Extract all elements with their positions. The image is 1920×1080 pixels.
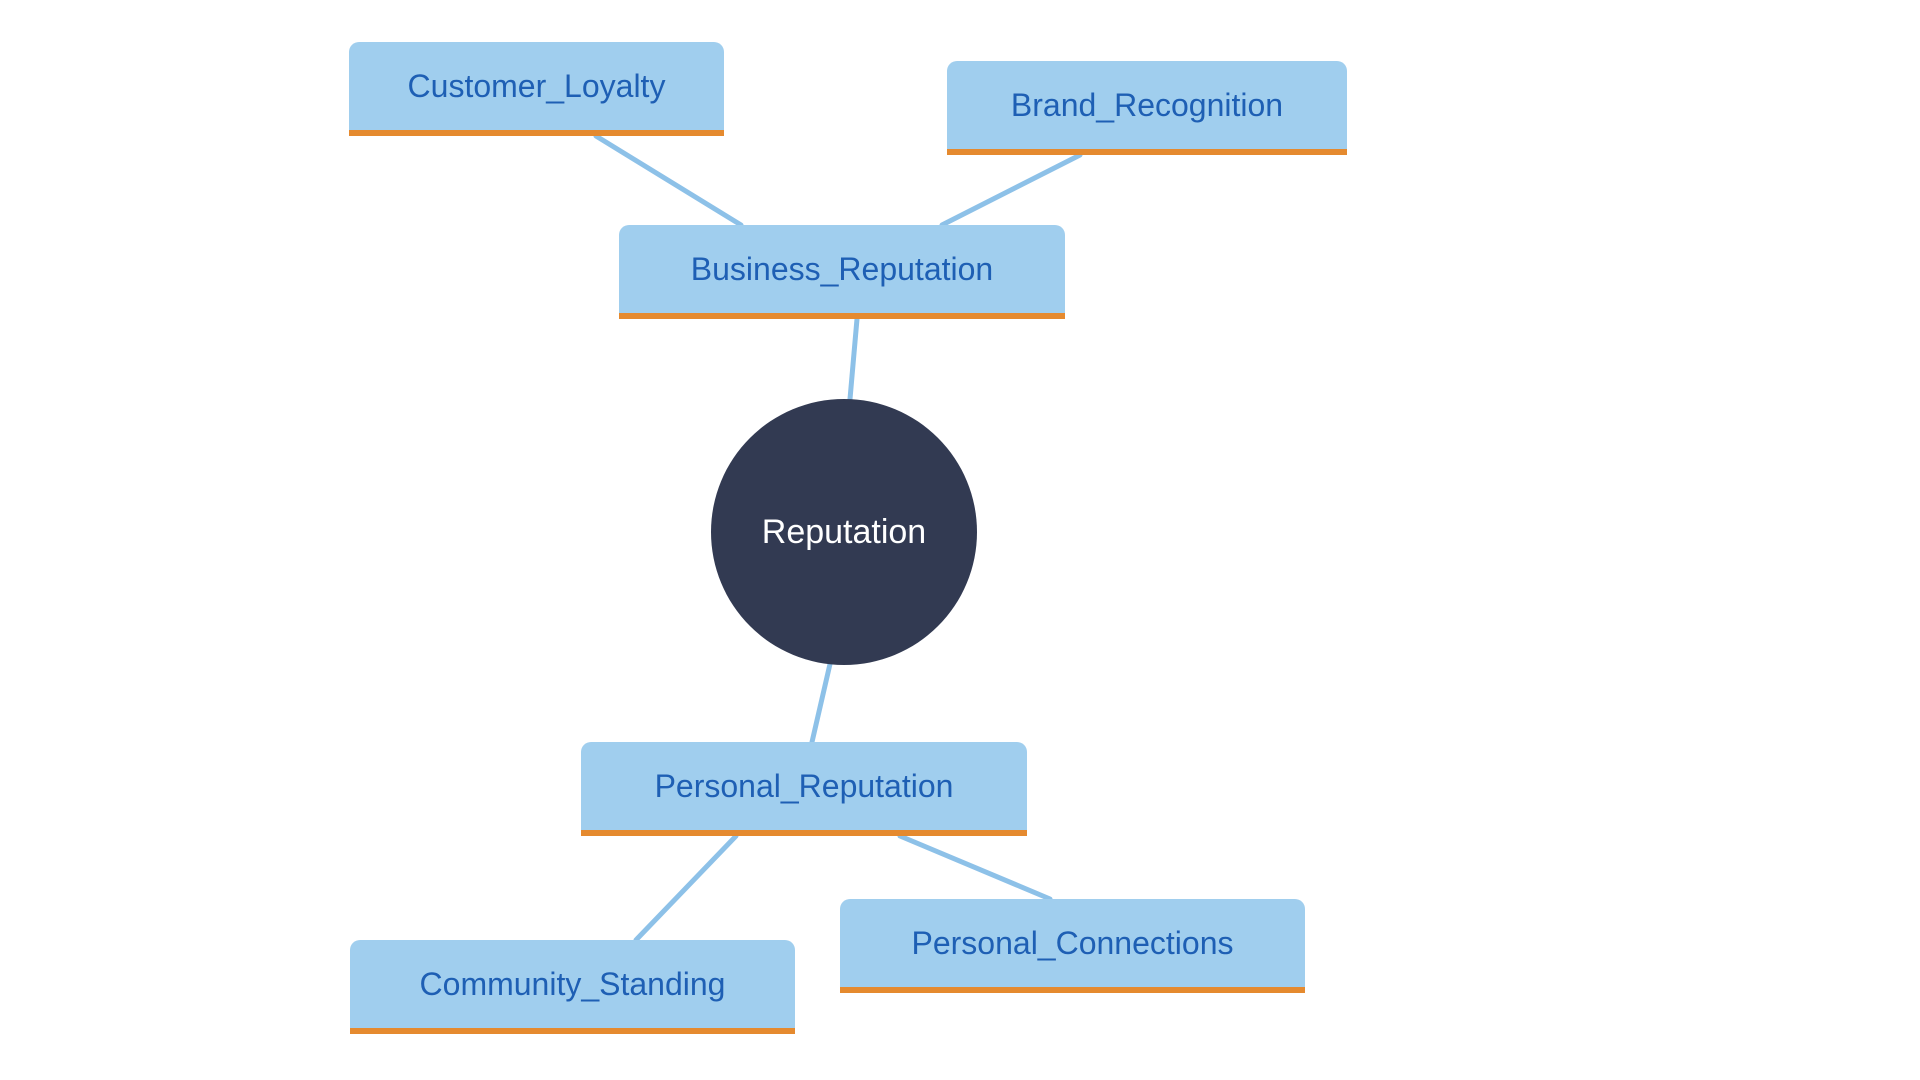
node-label: Reputation — [762, 513, 926, 552]
diagram-canvas: Reputation Business_Reputation Personal_Re… — [0, 0, 1920, 1080]
edge-personal_reputation-community_standing — [636, 836, 736, 940]
node-business_reputation: Business_Reputation — [619, 225, 1065, 319]
node-community_standing: Community_Standing — [350, 940, 795, 1034]
node-customer_loyalty: Customer_Loyalty — [349, 42, 724, 136]
node-label: Business_Reputation — [691, 251, 993, 288]
node-label: Customer_Loyalty — [408, 68, 666, 105]
edge-business_reputation-customer_loyalty — [596, 136, 741, 225]
edge-reputation-personal_reputation — [812, 664, 830, 742]
node-personal_reputation: Personal_Reputation — [581, 742, 1027, 836]
edge-business_reputation-brand_recognition — [942, 155, 1080, 225]
node-label: Personal_Connections — [912, 925, 1234, 962]
node-brand_recognition: Brand_Recognition — [947, 61, 1347, 155]
edge-personal_reputation-personal_connections — [900, 836, 1050, 899]
edge-reputation-business_reputation — [850, 319, 857, 399]
node-label: Brand_Recognition — [1011, 87, 1283, 124]
node-label: Personal_Reputation — [655, 768, 954, 805]
node-personal_connections: Personal_Connections — [840, 899, 1305, 993]
node-reputation: Reputation — [711, 399, 977, 665]
node-label: Community_Standing — [420, 966, 726, 1003]
